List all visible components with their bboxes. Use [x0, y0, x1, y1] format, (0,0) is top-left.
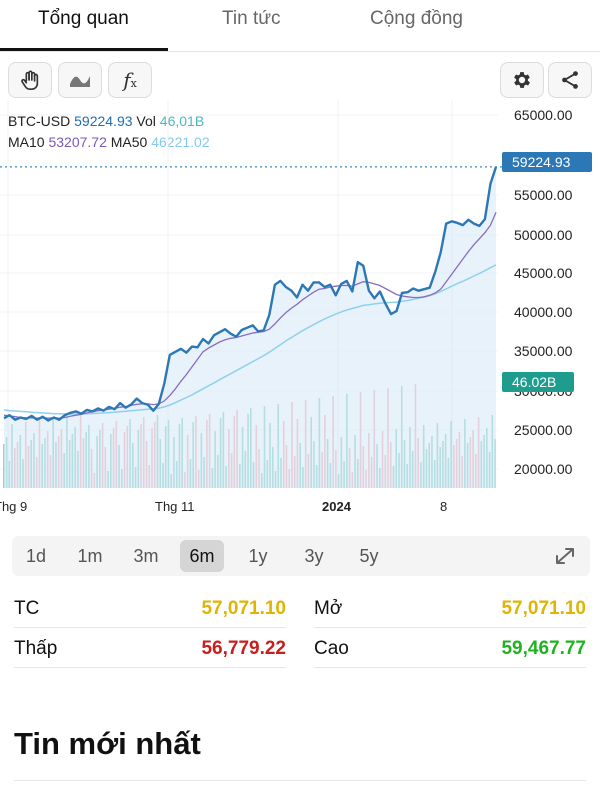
price-line	[3, 166, 498, 422]
y-tick-label: 20000.00	[514, 461, 573, 477]
ma10-line	[3, 212, 497, 419]
range-selector: 1d 1m 3m 6m 1y 3y 5y	[12, 536, 590, 576]
wave-icon	[70, 76, 90, 87]
legend-vol-label: Vol	[136, 113, 156, 129]
y-tick-label: 35000.00	[514, 343, 573, 359]
divider	[14, 627, 286, 628]
stat-tc-value: 57,071.10	[201, 598, 286, 619]
y-tick-label: 25000.00	[514, 422, 573, 438]
divider	[314, 667, 586, 668]
share-icon	[562, 71, 578, 89]
range-3m[interactable]: 3m	[133, 546, 159, 566]
function-icon: fx	[123, 68, 137, 92]
x-tick-label: Thg 9	[0, 499, 27, 514]
range-1d[interactable]: 1d	[25, 546, 47, 566]
stat-tc-label: TC	[14, 598, 40, 619]
hand-tool-button[interactable]	[8, 62, 52, 98]
price-chart[interactable]: 65000.00 55000.00 50000.00 45000.00 40000.00…	[0, 100, 600, 520]
x-tick-label: 2024	[322, 499, 352, 514]
legend-price-row: BTC-USD 59224.93 Vol 46,01B	[8, 113, 204, 129]
y-tick-label: 50000.00	[514, 227, 573, 243]
gear-icon	[514, 72, 530, 88]
settings-button[interactable]	[500, 62, 544, 98]
share-button[interactable]	[548, 62, 592, 98]
latest-news-heading: Tin mới nhất	[14, 726, 201, 761]
stat-high-value: 59,467.77	[501, 638, 586, 659]
volume-bar	[3, 444, 5, 488]
divider	[14, 780, 586, 781]
divider	[14, 667, 286, 668]
stat-open-value: 57,071.10	[501, 598, 586, 619]
stat-high-label: Cao	[314, 638, 349, 659]
legend-vol: 46,01B	[159, 113, 205, 129]
divider	[314, 627, 586, 628]
x-tick-label: Thg 11	[155, 499, 195, 514]
hand-icon	[21, 70, 39, 90]
range-5y[interactable]: 5y	[359, 546, 379, 566]
tab-news[interactable]: Tin tức	[222, 8, 281, 29]
legend-ma-row: MA10 53207.72 MA50 46221.02	[8, 134, 210, 150]
legend-symbol: BTC-USD	[8, 113, 71, 129]
line-style-button[interactable]	[58, 62, 102, 98]
last-price-tag: 59224.93	[502, 152, 592, 172]
range-1m[interactable]: 1m	[77, 546, 103, 566]
active-tab-indicator	[0, 48, 168, 51]
legend-ma10: 53207.72	[48, 134, 107, 150]
legend-ma50-label: MA50	[110, 134, 148, 150]
tab-community[interactable]: Cộng đồng	[370, 8, 463, 29]
indicator-button[interactable]: fx	[108, 62, 152, 98]
y-tick-label: 65000.00	[514, 107, 573, 123]
last-volume-tag: 46.02B	[502, 372, 574, 392]
legend-ma50: 46221.02	[151, 134, 210, 150]
x-tick-label: 8	[440, 499, 447, 514]
expand-icon[interactable]	[552, 545, 578, 567]
range-3y[interactable]: 3y	[304, 546, 324, 566]
stat-low-label: Thấp	[14, 638, 58, 659]
stat-open-label: Mở	[314, 598, 343, 619]
tab-overview[interactable]: Tổng quan	[38, 8, 129, 29]
stat-low-value: 56,779.22	[201, 638, 286, 659]
legend-price: 59224.93	[74, 113, 133, 129]
legend-ma10-label: MA10	[8, 134, 45, 150]
y-tick-label: 40000.00	[514, 304, 573, 320]
y-tick-label: 45000.00	[514, 265, 573, 281]
range-6m[interactable]: 6m	[180, 540, 224, 572]
tab-bar: Tổng quan Tin tức Cộng đồng	[0, 0, 600, 52]
range-1y[interactable]: 1y	[248, 546, 268, 566]
y-tick-label: 55000.00	[514, 187, 573, 203]
